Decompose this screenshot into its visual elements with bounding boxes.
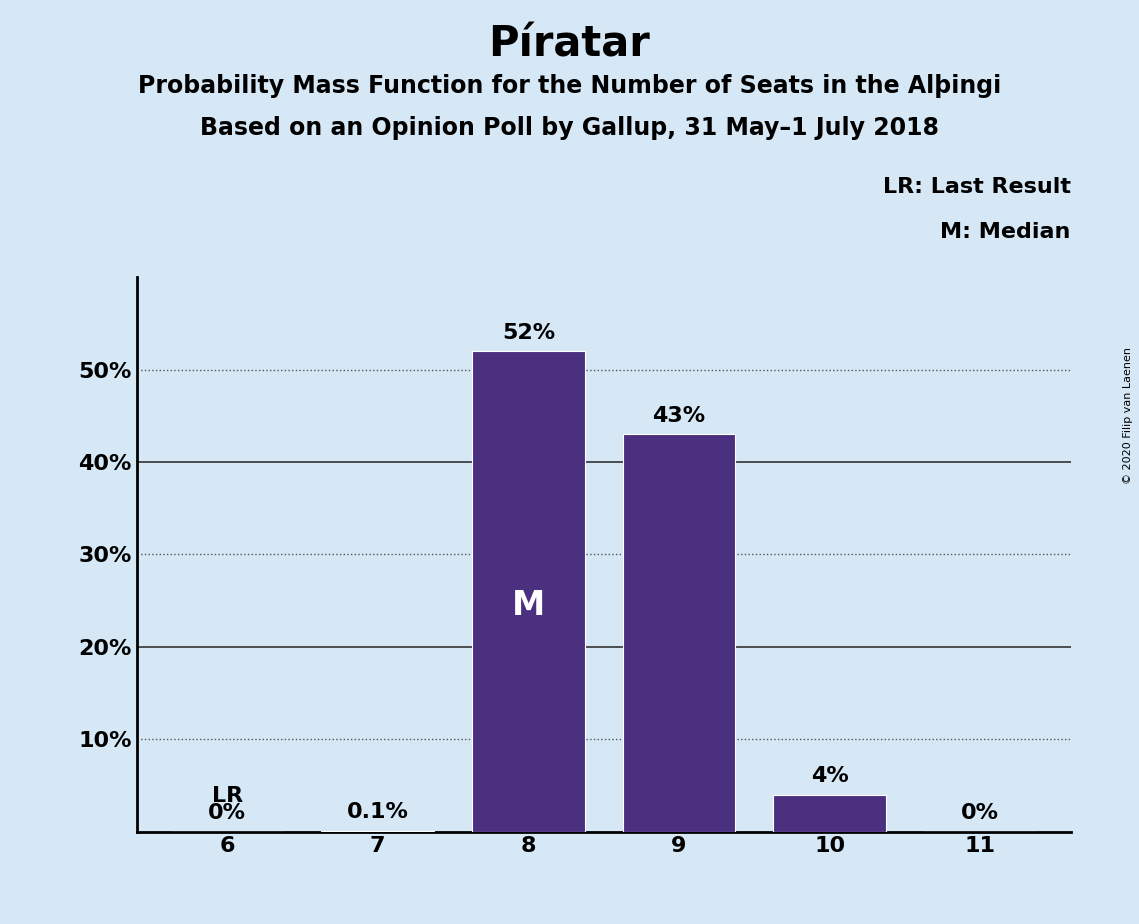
Bar — [623, 434, 736, 832]
Text: 0.1%: 0.1% — [346, 802, 409, 822]
Text: © 2020 Filip van Laenen: © 2020 Filip van Laenen — [1123, 347, 1133, 484]
Text: LR: Last Result: LR: Last Result — [883, 177, 1071, 198]
Text: M: M — [511, 590, 544, 622]
Bar — [321, 831, 434, 832]
Text: Probability Mass Function for the Number of Seats in the Alþingi: Probability Mass Function for the Number… — [138, 74, 1001, 98]
Text: 0%: 0% — [961, 803, 999, 823]
Text: Píratar: Píratar — [489, 23, 650, 65]
Bar — [472, 351, 584, 832]
Text: LR: LR — [212, 785, 243, 806]
Text: 4%: 4% — [811, 766, 849, 786]
Text: 43%: 43% — [653, 406, 705, 426]
Text: 52%: 52% — [502, 322, 555, 343]
Text: Based on an Opinion Poll by Gallup, 31 May–1 July 2018: Based on an Opinion Poll by Gallup, 31 M… — [200, 116, 939, 140]
Text: 0%: 0% — [208, 803, 246, 823]
Text: M: Median: M: Median — [941, 222, 1071, 242]
Bar — [773, 795, 886, 832]
